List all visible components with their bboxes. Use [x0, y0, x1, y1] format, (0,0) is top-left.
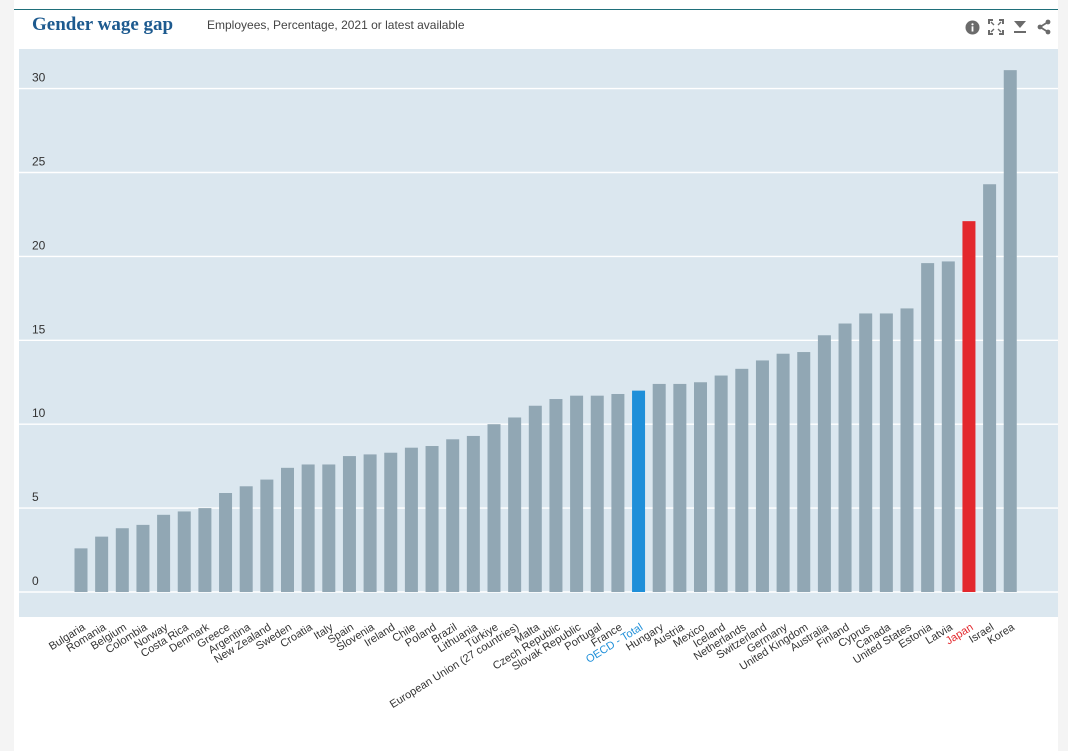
info-icon[interactable] — [964, 19, 980, 35]
bar-chart: 0 5 10 15 20 25 30 BulgariaRomaniaBelgiumColom… — [19, 49, 1058, 711]
y-tick-label: 15 — [32, 322, 46, 336]
bar[interactable] — [115, 528, 129, 592]
bar[interactable] — [776, 353, 790, 592]
bar[interactable] — [384, 452, 398, 592]
chart-title: Gender wage gap — [32, 14, 174, 35]
chart-frame: Gender wage gap Employees, Percentage, 2… — [14, 0, 1058, 751]
bar[interactable] — [239, 486, 253, 592]
chart-toolbar — [964, 19, 1052, 35]
bar[interactable] — [281, 467, 294, 592]
bar[interactable] — [74, 548, 88, 592]
bar[interactable] — [363, 454, 377, 592]
bar[interactable] — [611, 393, 625, 592]
bar[interactable] — [632, 390, 646, 592]
chart-subtitle: Employees, Percentage, 2021 or latest av… — [207, 18, 465, 32]
bar[interactable] — [425, 446, 439, 592]
bar[interactable] — [652, 383, 666, 592]
bar[interactable] — [900, 308, 914, 592]
bar[interactable] — [673, 383, 687, 592]
bar[interactable] — [714, 375, 728, 592]
bar[interactable] — [735, 368, 749, 592]
bar[interactable] — [755, 360, 769, 592]
bar[interactable] — [177, 511, 191, 592]
bars — [74, 70, 1017, 593]
y-tick-label: 30 — [32, 71, 46, 85]
bar[interactable] — [838, 323, 852, 592]
bar[interactable] — [859, 313, 873, 592]
bar[interactable] — [879, 313, 893, 592]
bar[interactable] — [549, 399, 563, 592]
bar[interactable] — [1003, 70, 1017, 593]
bar[interactable] — [157, 514, 171, 592]
bar[interactable] — [921, 263, 935, 592]
bar[interactable] — [487, 424, 501, 592]
fullscreen-icon[interactable] — [988, 19, 1004, 35]
bar[interactable] — [694, 382, 707, 592]
bar[interactable] — [301, 464, 315, 592]
share-icon[interactable] — [1036, 19, 1052, 35]
bar[interactable] — [404, 447, 418, 592]
bar[interactable] — [590, 395, 604, 592]
bar[interactable] — [983, 184, 997, 592]
y-tick-label: 5 — [32, 490, 39, 504]
x-axis-labels: BulgariaRomaniaBelgiumColombiaNorwayCost… — [47, 621, 1018, 711]
bar[interactable] — [322, 464, 336, 592]
y-tick-label: 25 — [32, 155, 46, 169]
bar[interactable] — [342, 456, 356, 592]
bar[interactable] — [962, 221, 976, 593]
bar[interactable] — [570, 395, 584, 592]
y-tick-label: 0 — [32, 574, 39, 588]
y-tick-label: 20 — [32, 238, 46, 252]
y-axis-ticks: 0 5 10 15 20 25 30 — [32, 71, 46, 588]
bar[interactable] — [260, 479, 274, 592]
bar[interactable] — [95, 536, 109, 592]
download-icon[interactable] — [1012, 19, 1028, 35]
bar[interactable] — [817, 335, 831, 592]
bar[interactable] — [466, 435, 480, 592]
bar[interactable] — [508, 417, 522, 592]
bar[interactable] — [219, 492, 233, 592]
bar[interactable] — [528, 405, 542, 592]
bar[interactable] — [941, 261, 955, 592]
bar[interactable] — [198, 508, 212, 592]
top-rule — [14, 9, 1058, 10]
bar[interactable] — [797, 352, 811, 592]
bar[interactable] — [136, 524, 150, 592]
y-tick-label: 10 — [32, 406, 46, 420]
bar[interactable] — [446, 439, 460, 592]
